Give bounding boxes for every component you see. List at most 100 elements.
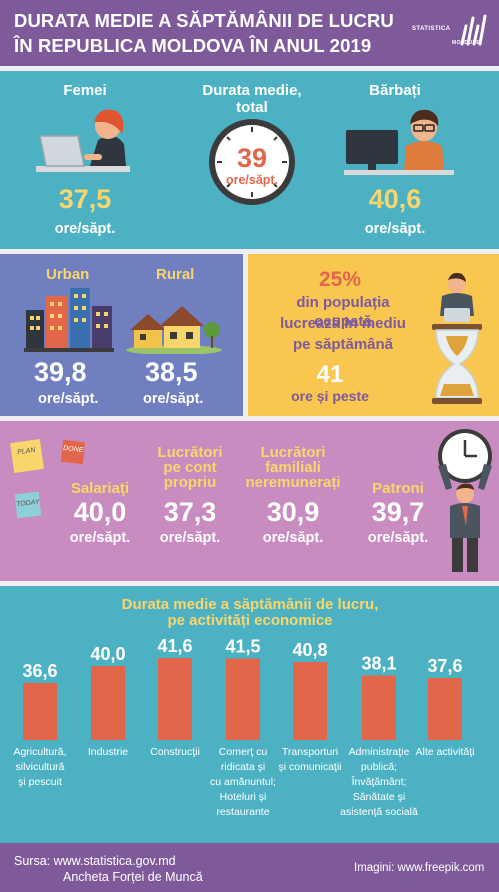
category-label-5-line-3: Sănătate şi <box>352 791 406 803</box>
bar-3 <box>226 658 260 740</box>
category-label-5-line-0: Administraţie <box>348 746 410 758</box>
bar-value-label-4: 40,8 <box>292 640 327 660</box>
category-label-2: Construcţii <box>141 745 209 760</box>
urban-value: 39,8 <box>34 357 87 387</box>
category-label-3-line-0: Comerţ cu <box>218 746 268 758</box>
men-label: Bărbați <box>369 82 421 99</box>
bar-value-label-1: 40,0 <box>90 644 125 664</box>
category-label-3-line-2: cu amănuntul; <box>210 776 276 788</box>
total-value: 39 <box>236 143 268 173</box>
bar-value-label-3: 41,5 <box>225 637 260 657</box>
employees-unit: ore/săpt. <box>69 530 131 546</box>
bar-value-label-2: 41,6 <box>157 636 192 656</box>
self-employed-label-line-1: Lucrători <box>157 444 223 461</box>
category-label-2-line-0: Construcţii <box>150 746 200 758</box>
statistica-moldovei-logo: STATISTICA MOLDOVEI <box>412 12 498 56</box>
category-label-5-line-1: publică; <box>360 761 398 773</box>
sticky-note-done: DONE <box>60 439 86 465</box>
family-workers-label-line-3: neremunerați <box>245 474 341 491</box>
rural-value: 38,5 <box>145 357 198 387</box>
header: DURATA MEDIE A SĂPTĂMÂNII DE LUCRU ÎN RE… <box>0 0 499 66</box>
category-label-3-line-1: ridicata şi <box>220 761 266 773</box>
title-line-2: ÎN REPUBLICA MOLDOVA ÎN ANUL 2019 <box>14 35 372 56</box>
urban-unit: ore/săpt. <box>38 391 99 407</box>
chart-title-line-1: Durata medie a săptămânii de lucru, <box>121 596 379 613</box>
category-label-5-line-2: Învăţământ; <box>351 776 407 788</box>
category-label-4-line-0: Transporturi <box>281 746 339 758</box>
urban-label: Urban <box>46 266 90 283</box>
long-hours-text-line-3: pe săptămână <box>292 336 394 353</box>
self-employed-value: 37,3 <box>163 497 217 527</box>
category-label-0: Agricultură, silvicultură şi pescuit <box>0 745 82 790</box>
sticky-note-plan: PLAN <box>10 439 44 473</box>
chart-title-line-2: pe activități economice <box>167 612 333 629</box>
category-label-3-line-4: restaurante <box>216 806 270 818</box>
category-label-0-line-1: silvicultură <box>15 761 65 773</box>
bar-5 <box>362 675 396 740</box>
man-holding-clock-icon <box>438 429 492 572</box>
bar-0 <box>23 683 57 740</box>
long-hours-text-line-1: din populația ocupată <box>296 294 390 330</box>
owners-label: Patroni <box>372 480 424 497</box>
hourglass-businessman-icon <box>432 272 482 404</box>
self-employed-label-line-2: pe cont <box>163 459 217 476</box>
images-credit: Imagini: www.freepik.com <box>354 862 485 874</box>
source-line-2: Ancheta Forței de Muncă <box>63 870 203 884</box>
title-line-1: DURATA MEDIE A SĂPTĂMÂNII DE LUCRU <box>14 10 394 31</box>
woman-at-laptop-icon <box>36 109 130 172</box>
source-line-1: Sursa: www.statistica.gov.md <box>14 854 176 868</box>
bar-value-label-5: 38,1 <box>361 654 396 674</box>
city-buildings-icon <box>24 288 114 352</box>
bar-1 <box>91 666 125 740</box>
category-label-4-line-1: şi comunicaţii <box>278 761 342 773</box>
employees-value: 40,0 <box>73 497 127 527</box>
logo-text-moldovei: MOLDOVEI <box>452 40 482 46</box>
family-workers-value: 30,9 <box>266 497 320 527</box>
bar-value-label-0: 36,6 <box>22 661 57 681</box>
clock-icon <box>209 119 295 205</box>
category-label-4: Transporturi şi comunicaţii <box>270 745 350 775</box>
long-hours-text-line-2: lucrează în mediu <box>280 315 406 332</box>
category-label-0-line-2: şi pescuit <box>18 776 62 788</box>
men-unit: ore/săpt. <box>364 221 426 237</box>
women-unit: ore/săpt. <box>54 221 116 237</box>
total-unit: ore/săpt. <box>225 173 279 187</box>
total-label-line-1: Durata medie, <box>202 82 302 99</box>
sticky-note-today: TODAY <box>14 491 42 519</box>
owners-value: 39,7 <box>371 497 425 527</box>
rural-unit: ore/săpt. <box>143 391 204 407</box>
women-value: 37,5 <box>58 184 112 214</box>
category-label-1: Industrie <box>78 745 138 760</box>
self-employed-label-line-3: propriu <box>163 474 217 491</box>
category-label-0-line-0: Agricultură, <box>13 746 67 758</box>
long-hours-percent: 25% <box>318 268 362 291</box>
footer: Sursa: www.statistica.gov.md Ancheta For… <box>0 843 499 892</box>
long-hours-unit: ore și peste <box>291 388 369 404</box>
man-at-computer-icon <box>344 109 454 175</box>
bar-value-label-6: 37,6 <box>427 656 462 676</box>
category-label-3: Comerţ cu ridicata şi cu amănuntul; Hotelur… <box>204 745 282 820</box>
bar-6 <box>428 678 462 740</box>
family-workers-label-line-1: Lucrători <box>260 444 326 461</box>
total-label-line-2: total <box>236 99 268 116</box>
category-label-1-line-0: Industrie <box>87 746 129 758</box>
activities-bar-chart: 36,6 40,0 41,6 41,5 40,8 38,1 37,6 <box>22 636 463 740</box>
family-workers-unit: ore/săpt. <box>262 530 324 546</box>
self-employed-unit: ore/săpt. <box>159 530 221 546</box>
women-label: Femei <box>63 82 107 99</box>
employees-label: Salariaţi <box>70 480 130 497</box>
long-hours-value: 41 <box>316 361 344 388</box>
category-label-5: Administraţie publică; Învăţământ; Sănătate… <box>336 745 422 820</box>
men-value: 40,6 <box>368 184 422 214</box>
category-label-6: Alte activităţi <box>408 745 482 760</box>
owners-unit: ore/săpt. <box>367 530 429 546</box>
category-label-3-line-3: Hoteluri şi <box>219 791 267 803</box>
bar-4 <box>293 662 327 740</box>
category-label-5-line-4: asistenţă socială <box>340 806 418 818</box>
category-label-6-line-0: Alte activităţi <box>415 746 475 758</box>
bar-2 <box>158 658 192 740</box>
logo-bars-icon <box>460 14 487 46</box>
logo-text-statistica: STATISTICA <box>412 26 451 32</box>
rural-label: Rural <box>156 266 195 283</box>
